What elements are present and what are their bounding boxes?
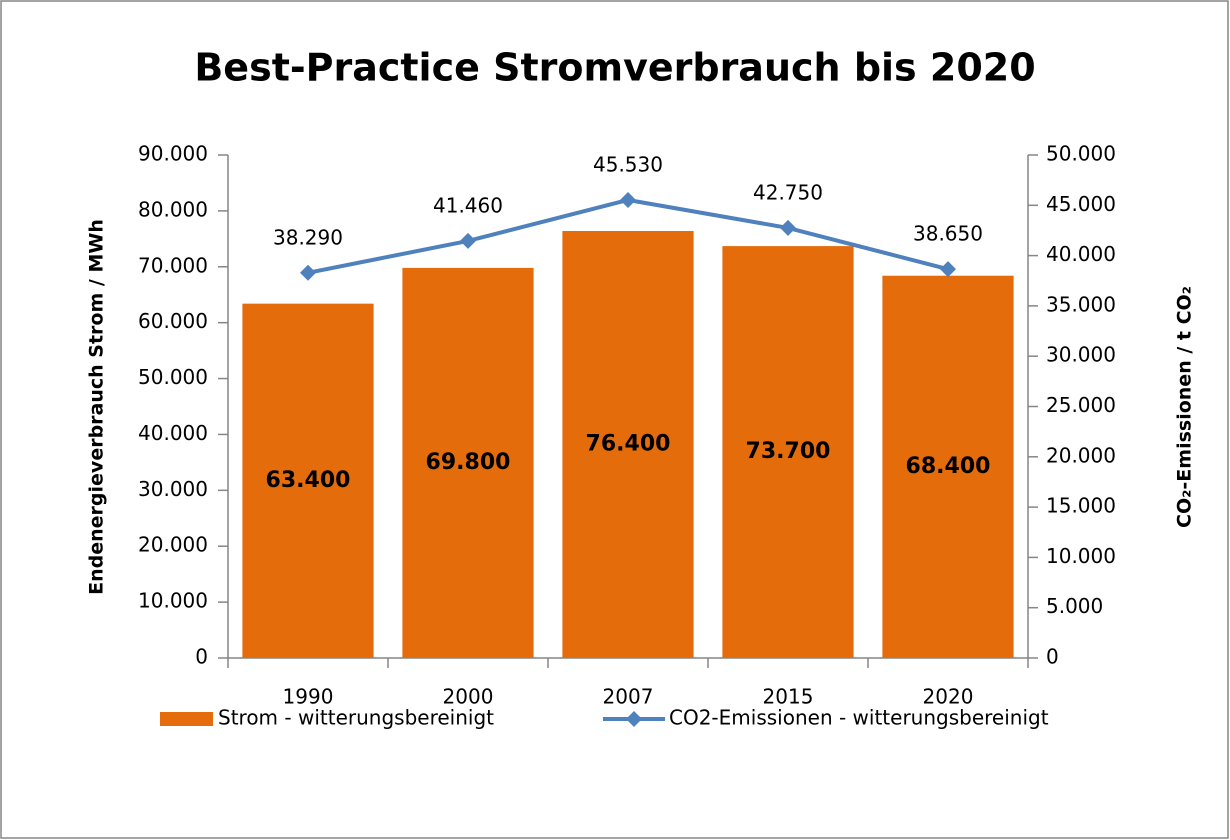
point-label: 38.290 [273, 225, 343, 249]
y-tick-label: 0 [195, 645, 208, 669]
legend-label: Strom - witterungsbereinigt [218, 706, 494, 730]
bar [882, 275, 1014, 658]
y2-tick-label: 30.000 [1046, 343, 1116, 367]
point [780, 219, 796, 236]
y-tick-label: 40.000 [138, 421, 208, 445]
y2-tick-label: 5.000 [1046, 594, 1103, 618]
point [940, 261, 956, 278]
y2-tick-label: 15.000 [1046, 494, 1116, 518]
y-tick-label: 30.000 [138, 477, 208, 501]
y-tick-label: 60.000 [138, 309, 208, 333]
bar [722, 246, 854, 659]
y-tick-label: 20.000 [138, 533, 208, 557]
bar [402, 267, 534, 658]
legend-marker [626, 711, 642, 727]
bar [242, 303, 374, 658]
x-tick-label: 1990 [283, 685, 334, 709]
y2-tick-label: 50.000 [1046, 142, 1116, 166]
point [300, 264, 316, 281]
bar-label: 68.400 [906, 454, 991, 479]
legend-swatch [160, 712, 213, 726]
bar [562, 231, 694, 658]
point [620, 191, 636, 208]
y-tick-label: 10.000 [138, 589, 208, 613]
x-tick-label: 2020 [923, 685, 974, 709]
point-label: 45.530 [593, 152, 663, 176]
x-tick-label: 2007 [603, 685, 654, 709]
y-tick-label: 90.000 [138, 142, 208, 166]
bar-label: 73.700 [746, 439, 831, 464]
bar-label: 63.400 [266, 468, 351, 493]
chart-title: Best-Practice Stromverbrauch bis 2020 [194, 46, 1035, 90]
y-tick-label: 50.000 [138, 365, 208, 389]
y2-tick-label: 10.000 [1046, 544, 1116, 568]
bar-label: 76.400 [586, 432, 671, 457]
legend-label: CO2-Emissionen - witterungsbereinigt [669, 706, 1049, 730]
y2-tick-label: 0 [1046, 645, 1059, 669]
point-label: 42.750 [753, 180, 823, 204]
point-label: 38.650 [913, 222, 983, 246]
y2-tick-label: 20.000 [1046, 443, 1116, 467]
bar-label: 69.800 [426, 450, 511, 475]
x-tick-label: 2000 [443, 685, 494, 709]
y-tick-label: 80.000 [138, 197, 208, 221]
y2-tick-label: 45.000 [1046, 192, 1116, 216]
y2-tick-label: 25.000 [1046, 393, 1116, 417]
x-tick-label: 2015 [763, 685, 814, 709]
y2-tick-label: 35.000 [1046, 292, 1116, 316]
y2-tick-label: 40.000 [1046, 242, 1116, 266]
y-axis-title: Endenergieverbrauch Strom / MWh [86, 219, 108, 595]
y-tick-label: 70.000 [138, 253, 208, 277]
point [460, 232, 476, 249]
y2-axis-title: CO₂-Emissionen / t CO₂ [1174, 286, 1196, 528]
point-label: 41.460 [433, 193, 503, 217]
